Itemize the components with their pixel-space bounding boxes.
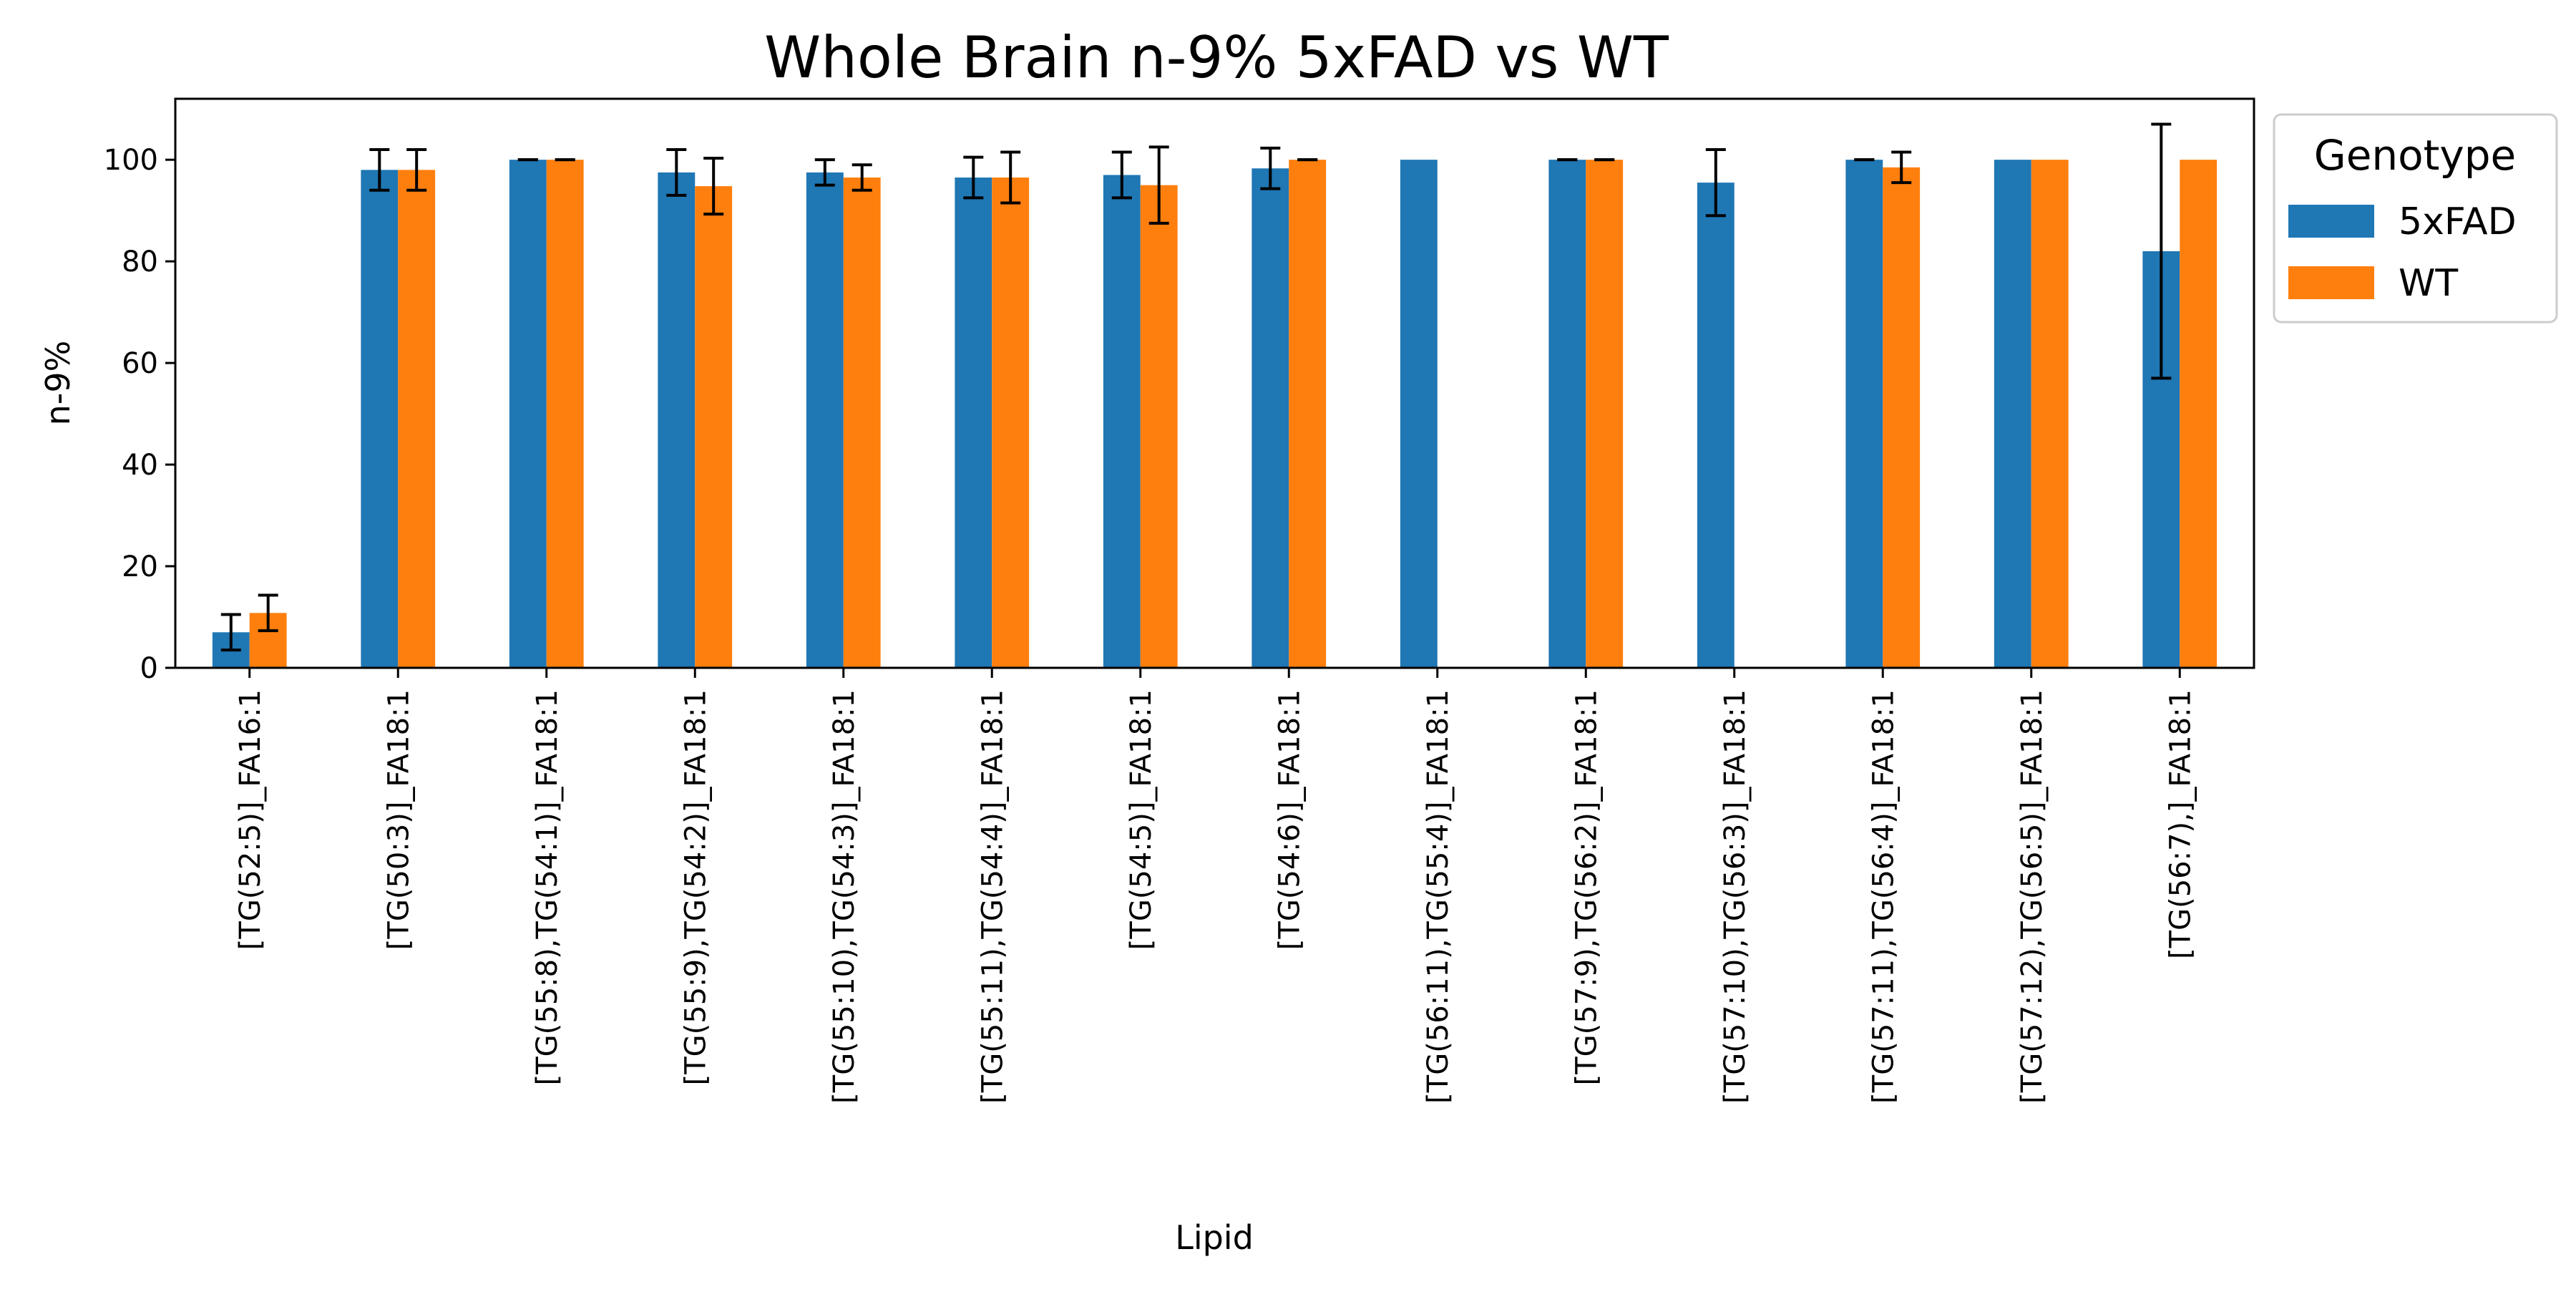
legend-label-wt: WT: [2399, 262, 2458, 305]
error-bar-wt-0: [258, 593, 278, 633]
error-bar-wt-5: [1000, 150, 1021, 205]
x-tick-label: [TG(55:10),TG(54:3)]_FA18:1: [828, 689, 861, 1104]
x-tick-label: [TG(55:8),TG(54:1)]_FA18:1: [531, 689, 564, 1085]
error-bar-wt-6: [1148, 145, 1169, 225]
legend-label-5xfad: 5xFAD: [2399, 200, 2517, 243]
x-tick-label: [TG(57:9),TG(56:2)]_FA18:1: [1570, 689, 1603, 1085]
error-bar-wt-1: [406, 147, 427, 192]
x-tick-label: [TG(54:5)]_FA18:1: [1125, 689, 1158, 950]
bar-5xfad-5: [955, 178, 992, 668]
legend-swatch-wt: [2288, 266, 2374, 299]
error-bar-5xfad-5: [963, 155, 984, 200]
x-tick-label: [TG(57:10),TG(56:3)]_FA18:1: [1719, 689, 1752, 1104]
bar-5xfad-2: [509, 160, 547, 668]
y-axis: 0 20 40 60 80 100: [104, 144, 175, 685]
error-bar-5xfad-7: [1260, 146, 1281, 190]
bar-wt-7: [1289, 160, 1327, 668]
x-tick-label: [TG(57:11),TG(56:4)]_FA18:1: [1867, 689, 1900, 1104]
bar-5xfad-6: [1103, 175, 1141, 669]
error-bar-5xfad-3: [666, 147, 687, 197]
y-tick-label: 20: [122, 550, 158, 583]
y-axis-label: n-9%: [39, 341, 77, 426]
legend-swatch-5xfad: [2288, 205, 2374, 238]
bar-5xfad-7: [1252, 168, 1289, 668]
y-tick-label: 100: [104, 144, 158, 177]
bar-wt-3: [695, 186, 733, 668]
y-tick-label: 0: [140, 652, 158, 685]
x-tick-label: [TG(54:6)]_FA18:1: [1273, 689, 1306, 950]
x-tick-label: [TG(52:5)]_FA16:1: [234, 689, 267, 950]
bar-5xfad-4: [806, 172, 844, 669]
bars-layer: [212, 160, 2218, 669]
error-bar-5xfad-6: [1111, 150, 1132, 200]
y-tick-label: 60: [122, 347, 158, 380]
bar-5xfad-1: [361, 170, 399, 668]
x-axis: [TG(52:5)]_FA16:1 [TG(50:3)]_FA18:1 [TG(55…: [234, 668, 2197, 1104]
bar-5xfad-11: [1845, 160, 1883, 668]
y-tick-label: 80: [122, 246, 158, 278]
bar-5xfad-12: [1994, 160, 2031, 668]
error-bar-5xfad-13: [2151, 122, 2172, 380]
bar-wt-12: [2031, 160, 2069, 668]
x-tick-label: [TG(56:7),]_FA18:1: [2164, 689, 2197, 959]
x-tick-label: [TG(55:9),TG(54:2)]_FA18:1: [679, 689, 712, 1085]
error-bar-5xfad-4: [814, 158, 835, 187]
bar-5xfad-3: [658, 172, 696, 669]
error-bar-wt-3: [703, 157, 724, 216]
bar-wt-4: [843, 178, 881, 668]
x-tick-label: [TG(57:12),TG(56:5)]_FA18:1: [2016, 689, 2049, 1104]
bar-wt-1: [398, 170, 436, 668]
error-bars-layer: [220, 122, 2172, 652]
x-tick-label: [TG(56:11),TG(55:4)]_FA18:1: [1422, 689, 1455, 1104]
bar-wt-9: [1586, 160, 1624, 668]
bar-wt-5: [992, 178, 1030, 668]
bar-wt-13: [2180, 160, 2218, 668]
plot-frame: [174, 97, 2255, 669]
x-axis-label: Lipid: [1175, 1218, 1254, 1257]
bar-5xfad-8: [1400, 160, 1438, 668]
error-bar-5xfad-0: [220, 613, 241, 652]
legend-title: Genotype: [2314, 131, 2516, 180]
bar-5xfad-9: [1548, 160, 1586, 668]
bar-wt-2: [546, 160, 584, 668]
y-tick-label: 40: [122, 449, 158, 482]
bar-wt-11: [1883, 167, 1921, 668]
legend: Genotype 5xFAD WT: [2273, 113, 2558, 324]
error-bar-5xfad-1: [369, 147, 390, 192]
bar-wt-6: [1140, 185, 1178, 668]
x-tick-label: [TG(50:3)]_FA18:1: [382, 689, 415, 950]
bar-5xfad-10: [1697, 183, 1735, 668]
chart-title: Whole Brain n-9% 5xFAD vs WT: [764, 24, 1669, 91]
error-bar-5xfad-10: [1705, 147, 1726, 218]
error-bar-wt-4: [852, 163, 872, 192]
error-bar-wt-11: [1891, 150, 1912, 185]
x-tick-label: [TG(55:11),TG(54:4)]_FA18:1: [976, 689, 1009, 1104]
